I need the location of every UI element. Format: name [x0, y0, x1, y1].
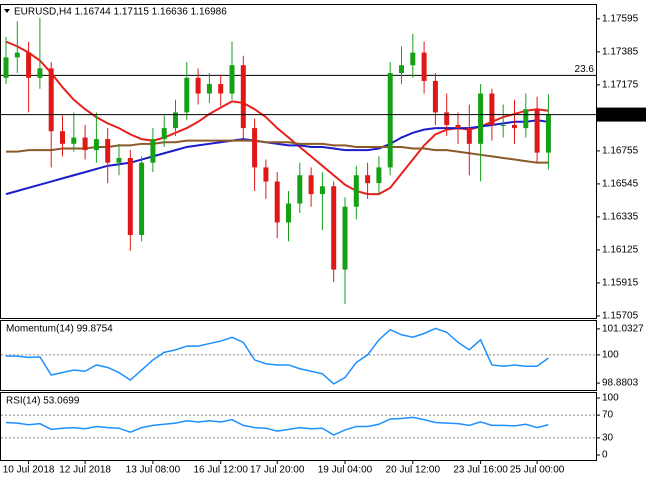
candle-body	[71, 137, 77, 144]
candle-body	[274, 181, 280, 223]
candle-body	[82, 137, 88, 151]
momentum-panel	[0, 320, 597, 391]
rsi-panel	[0, 392, 597, 461]
candle-body	[161, 128, 167, 140]
candle-body	[455, 124, 461, 129]
y-tick-label: 1.16545	[602, 179, 639, 190]
y-tick-label: 98.8803	[602, 378, 639, 389]
candle-body	[387, 73, 393, 168]
candle-body	[240, 65, 246, 129]
y-tick-label: 1.17175	[602, 80, 639, 91]
x-tick-label: 23 Jul 16:00	[453, 465, 508, 476]
candle-body	[331, 186, 337, 270]
candle-body	[376, 167, 382, 184]
candle-body	[432, 80, 438, 113]
indicator-title: Momentum(14) 99.8754	[6, 324, 113, 335]
candle-body	[545, 114, 551, 153]
x-tick-label: 20 Jul 12:00	[386, 465, 441, 476]
y-tick-label: 1.16335	[602, 212, 639, 223]
candle-body	[478, 93, 484, 144]
y-tick-label: 1.16755	[602, 146, 639, 157]
candle-body	[93, 139, 99, 151]
candle-body	[489, 93, 495, 125]
main-panel	[0, 4, 597, 319]
candle-body	[173, 112, 178, 129]
menu-arrow	[4, 9, 10, 13]
x-tick-label: 19 Jul 04:00	[318, 465, 373, 476]
candle-body	[252, 128, 258, 168]
candle-body	[48, 68, 54, 132]
x-tick-label: 12 Jul 2018	[59, 465, 111, 476]
y-tick-label: 1.15705	[602, 311, 639, 322]
candle-body	[206, 84, 212, 94]
candle-body	[512, 124, 517, 129]
candle-body	[342, 206, 348, 270]
chart-title: EURUSD,H4 1.16744 1.17115 1.16636 1.1698…	[14, 7, 227, 18]
y-tick-label: 1.17595	[602, 13, 639, 24]
indicator-line	[5, 416, 549, 436]
last-price-box	[596, 107, 646, 122]
candle-body	[444, 112, 450, 125]
indicator-line	[6, 327, 549, 385]
candle-body	[421, 52, 427, 81]
candle-body	[3, 57, 9, 78]
last-price-label: 1.16986	[600, 109, 637, 120]
candle-body	[353, 175, 359, 207]
y-tick-label: 1.17385	[602, 46, 639, 57]
candle-body	[150, 139, 156, 163]
x-tick-label: 25 Jul 00:00	[510, 465, 565, 476]
candle-body	[466, 128, 472, 144]
candle-body	[365, 175, 371, 184]
y-tick-label: 0	[602, 450, 608, 461]
candle-body	[523, 109, 529, 129]
candle-body	[399, 65, 404, 74]
candle-body	[319, 186, 325, 195]
candle-body	[500, 124, 506, 126]
x-tick-label: 10 Jul 2018	[3, 465, 55, 476]
indicator-title: RSI(14) 53.0699	[6, 396, 80, 407]
x-tick-label: 16 Jul 12:00	[193, 465, 248, 476]
x-tick-label: 17 Jul 20:00	[250, 465, 305, 476]
y-tick-label: 1.15915	[602, 278, 639, 289]
candle-body	[263, 167, 269, 182]
y-tick-label: 30	[602, 433, 614, 444]
candle-body	[534, 109, 540, 153]
candle-body	[14, 52, 20, 58]
candle-body	[116, 157, 122, 163]
y-tick-label: 101.0327	[602, 324, 644, 335]
y-tick-label: 100	[602, 350, 619, 361]
candle-body	[26, 52, 32, 78]
candle-body	[286, 203, 291, 223]
candle-body	[184, 77, 190, 113]
candle-body	[229, 65, 235, 94]
candle-body	[308, 175, 314, 195]
candle-body	[139, 162, 145, 235]
y-tick-label: 100	[602, 393, 619, 404]
x-tick-label: 13 Jul 08:00	[126, 465, 181, 476]
candle-body	[410, 52, 416, 66]
candle-body	[60, 131, 65, 144]
candle-body	[37, 68, 43, 78]
candle-body	[218, 84, 224, 94]
candle-body	[105, 139, 111, 163]
y-tick-label: 1.16125	[602, 245, 639, 256]
y-tick-label: 70	[602, 410, 614, 421]
candle-body	[195, 77, 201, 94]
candle-body	[297, 175, 303, 204]
level-label: 23.6	[575, 64, 595, 75]
candle-body	[127, 157, 133, 235]
